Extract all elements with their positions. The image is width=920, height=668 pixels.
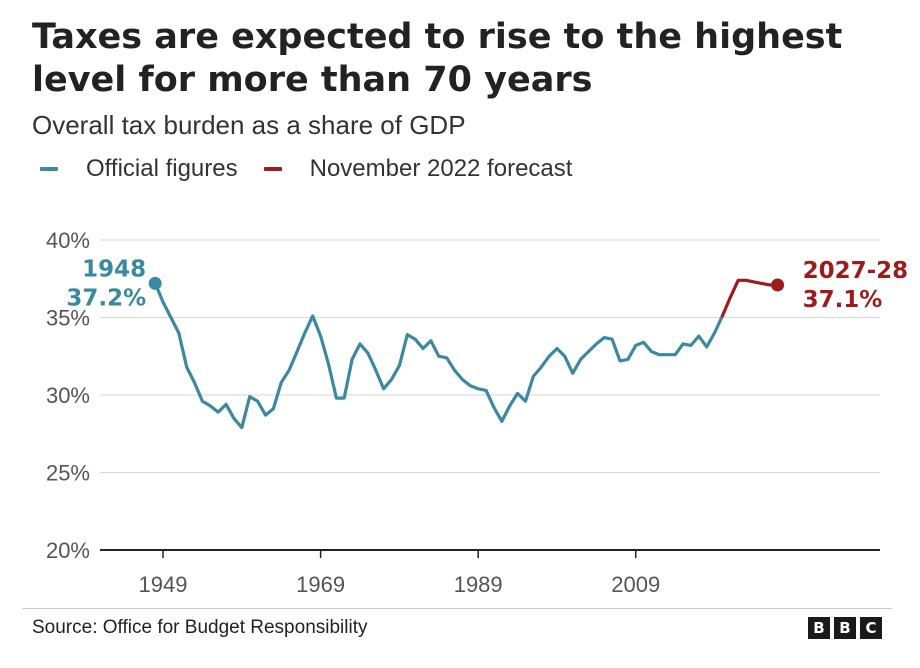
series-line-forecast bbox=[720, 278, 780, 318]
x-tick-label: 1989 bbox=[454, 572, 503, 597]
annotation-label-value: 37.1% bbox=[803, 287, 883, 313]
end-point-marker bbox=[771, 278, 785, 292]
legend-label-forecast: November 2022 forecast bbox=[309, 155, 573, 182]
x-tick-label: 1969 bbox=[296, 572, 345, 597]
start-point-marker bbox=[148, 276, 162, 290]
legend: Official figures November 2022 forecast bbox=[40, 155, 598, 183]
annotation-label-value: 37.2% bbox=[66, 285, 146, 311]
legend-swatch-official bbox=[40, 167, 58, 171]
y-tick-label: 25% bbox=[46, 461, 90, 486]
chart-title: Taxes are expected to rise to the highes… bbox=[32, 17, 843, 100]
chart-subtitle: Overall tax burden as a share of GDP bbox=[32, 110, 466, 140]
source-note: Source: Office for Budget Responsibility bbox=[32, 617, 368, 638]
legend-item-forecast: November 2022 forecast bbox=[263, 155, 573, 183]
y-tick-label: 30% bbox=[46, 383, 90, 408]
annotation-label-year: 2027-28 bbox=[803, 258, 909, 284]
legend-item-official: Official figures bbox=[40, 155, 238, 183]
bbc-logo-block-3: C bbox=[860, 617, 882, 639]
legend-swatch-forecast bbox=[263, 167, 282, 171]
series-line-official bbox=[153, 281, 724, 430]
footer-divider bbox=[22, 608, 892, 609]
bbc-logo-block-2: B bbox=[834, 617, 856, 639]
y-tick-label: 35% bbox=[46, 306, 90, 331]
bbc-logo-block-1: B bbox=[808, 617, 830, 639]
y-tick-label: 40% bbox=[46, 228, 90, 253]
legend-label-official: Official figures bbox=[86, 155, 238, 182]
y-tick-label: 20% bbox=[46, 538, 90, 563]
annotation-label-year: 1948 bbox=[82, 256, 146, 282]
x-tick-label: 1949 bbox=[139, 572, 188, 597]
x-tick-label: 2009 bbox=[611, 572, 660, 597]
bbc-logo: B B C bbox=[808, 617, 886, 639]
